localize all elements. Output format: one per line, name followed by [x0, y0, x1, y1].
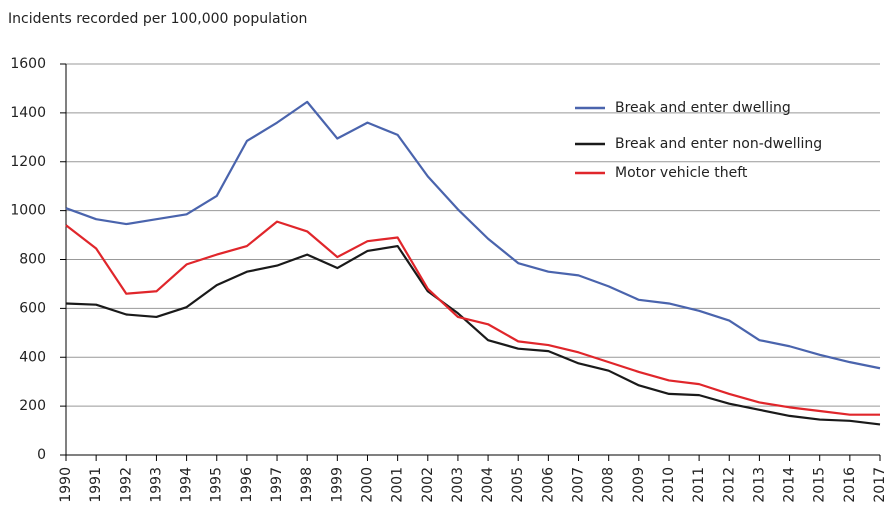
x-tick-label: 2015	[812, 467, 828, 503]
x-tick-label: 1996	[239, 467, 255, 503]
x-tick-label: 1998	[299, 467, 315, 503]
x-tick-label: 2005	[510, 467, 526, 503]
x-tick-label: 1999	[329, 467, 345, 503]
x-tick-label: 2000	[359, 467, 375, 503]
x-tick-label: 2004	[480, 467, 496, 503]
series-line	[65, 220, 880, 416]
x-tick-label: 2002	[420, 467, 436, 503]
x-tick-label: 2014	[782, 467, 798, 503]
x-tick-label: 1990	[58, 467, 74, 503]
x-tick-label: 2017	[872, 467, 886, 503]
x-tick-label: 2006	[540, 467, 556, 503]
y-tick-label: 400	[19, 349, 46, 365]
y-axis-label: Incidents recorded per 100,000 populatio…	[8, 11, 307, 27]
x-tick-label: 2009	[631, 467, 647, 503]
x-tick-label: 1997	[269, 467, 285, 503]
x-tick-label: 2008	[601, 467, 617, 503]
y-tick-label: 800	[19, 252, 46, 268]
x-tick-label: 1991	[88, 467, 104, 503]
y-tick-label: 600	[19, 300, 46, 316]
x-tick-label: 2012	[721, 467, 737, 503]
x-tick-label: 2016	[842, 467, 858, 503]
y-tick-label: 0	[37, 447, 46, 463]
y-tick-label: 200	[19, 398, 46, 414]
legend-label: Break and enter non-dwelling	[615, 136, 822, 152]
x-tick-label: 2001	[390, 467, 406, 503]
legend-label: Motor vehicle theft	[615, 165, 748, 181]
x-tick-label: 1992	[118, 467, 134, 503]
x-tick-label: 2007	[571, 467, 587, 503]
x-tick-label: 1995	[209, 467, 225, 503]
y-tick-label: 1200	[10, 154, 46, 170]
x-tick-label: 1993	[148, 467, 164, 503]
x-tick-label: 2010	[661, 467, 677, 503]
x-tick-label: 2011	[691, 467, 707, 503]
x-tick-label: 2003	[450, 467, 466, 503]
series-line	[65, 100, 881, 370]
legend-label: Break and enter dwelling	[615, 100, 791, 116]
y-tick-label: 1000	[10, 203, 46, 219]
x-tick-label: 1994	[179, 467, 195, 503]
y-tick-label: 1400	[10, 105, 46, 121]
x-tick-label: 2013	[751, 467, 767, 503]
series-line	[65, 244, 881, 426]
y-tick-label: 1600	[10, 56, 46, 72]
